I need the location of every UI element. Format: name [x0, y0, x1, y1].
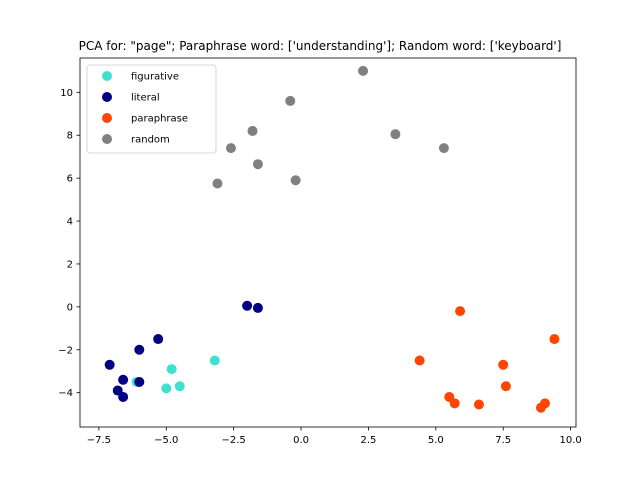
- legend-label-paraphrase: paraphrase: [131, 114, 188, 125]
- point-literal: [118, 374, 129, 385]
- point-figurative: [166, 364, 177, 375]
- point-literal: [104, 359, 115, 370]
- point-random: [285, 95, 296, 106]
- y-tick-label: −4: [58, 388, 73, 399]
- point-random: [390, 129, 401, 140]
- point-literal: [153, 334, 164, 345]
- point-paraphrase: [414, 355, 425, 366]
- legend-marker-literal: [102, 92, 112, 102]
- x-tick-label: 7.5: [495, 435, 511, 446]
- axes-frame: [79, 57, 577, 428]
- legend-marker-figurative: [102, 71, 112, 81]
- point-paraphrase: [449, 398, 460, 409]
- legend-label-literal: literal: [131, 93, 160, 104]
- chart-title: PCA for: "page"; Paraphrase word: ['unde…: [79, 39, 562, 53]
- point-random: [438, 143, 449, 154]
- point-random: [247, 125, 258, 136]
- y-tick-label: 4: [67, 217, 73, 228]
- point-random: [290, 175, 301, 186]
- point-figurative: [161, 383, 172, 394]
- point-figurative: [174, 381, 185, 392]
- point-random: [212, 178, 223, 189]
- x-axis-ticks: −7.5 −5.0 −2.5 0.0 2.5 5.0 7.5 10.0: [87, 427, 582, 446]
- point-literal: [134, 376, 145, 387]
- legend-marker-random: [102, 134, 112, 144]
- legend-label-figurative: figurative: [131, 72, 179, 83]
- y-tick-label: 2: [67, 259, 73, 270]
- point-paraphrase: [473, 399, 484, 410]
- point-paraphrase: [455, 306, 466, 317]
- y-tick-label: 6: [67, 174, 73, 185]
- point-paraphrase: [549, 334, 560, 345]
- x-tick-label: 0.0: [293, 435, 309, 446]
- legend-box: [86, 64, 217, 154]
- point-paraphrase: [498, 359, 509, 370]
- x-tick-label: 2.5: [360, 435, 376, 446]
- point-literal: [134, 344, 145, 355]
- legend-label-random: random: [131, 135, 170, 146]
- legend-marker-paraphrase: [102, 113, 112, 123]
- x-tick-label: −5.0: [154, 435, 178, 446]
- point-random: [225, 143, 236, 154]
- point-random: [252, 159, 263, 170]
- y-axis-ticks: −4 −2 0 2 4 6 8 10: [58, 88, 80, 399]
- legend: figurative literal paraphrase random: [86, 64, 217, 154]
- x-tick-label: −2.5: [222, 435, 246, 446]
- y-tick-label: −2: [58, 345, 73, 356]
- plot-area-border: [79, 57, 577, 428]
- point-literal: [118, 391, 129, 402]
- x-tick-label: −7.5: [87, 435, 111, 446]
- point-literal: [252, 302, 263, 313]
- scatter-points: [104, 65, 560, 413]
- point-figurative: [209, 355, 220, 366]
- point-random: [358, 65, 369, 76]
- y-tick-label: 10: [60, 88, 73, 99]
- y-tick-label: 0: [67, 302, 73, 313]
- x-tick-label: 10.0: [559, 435, 581, 446]
- point-paraphrase: [500, 381, 511, 392]
- y-tick-label: 8: [67, 131, 73, 142]
- point-literal: [242, 300, 253, 311]
- point-paraphrase: [540, 398, 550, 409]
- x-tick-label: 5.0: [428, 435, 444, 446]
